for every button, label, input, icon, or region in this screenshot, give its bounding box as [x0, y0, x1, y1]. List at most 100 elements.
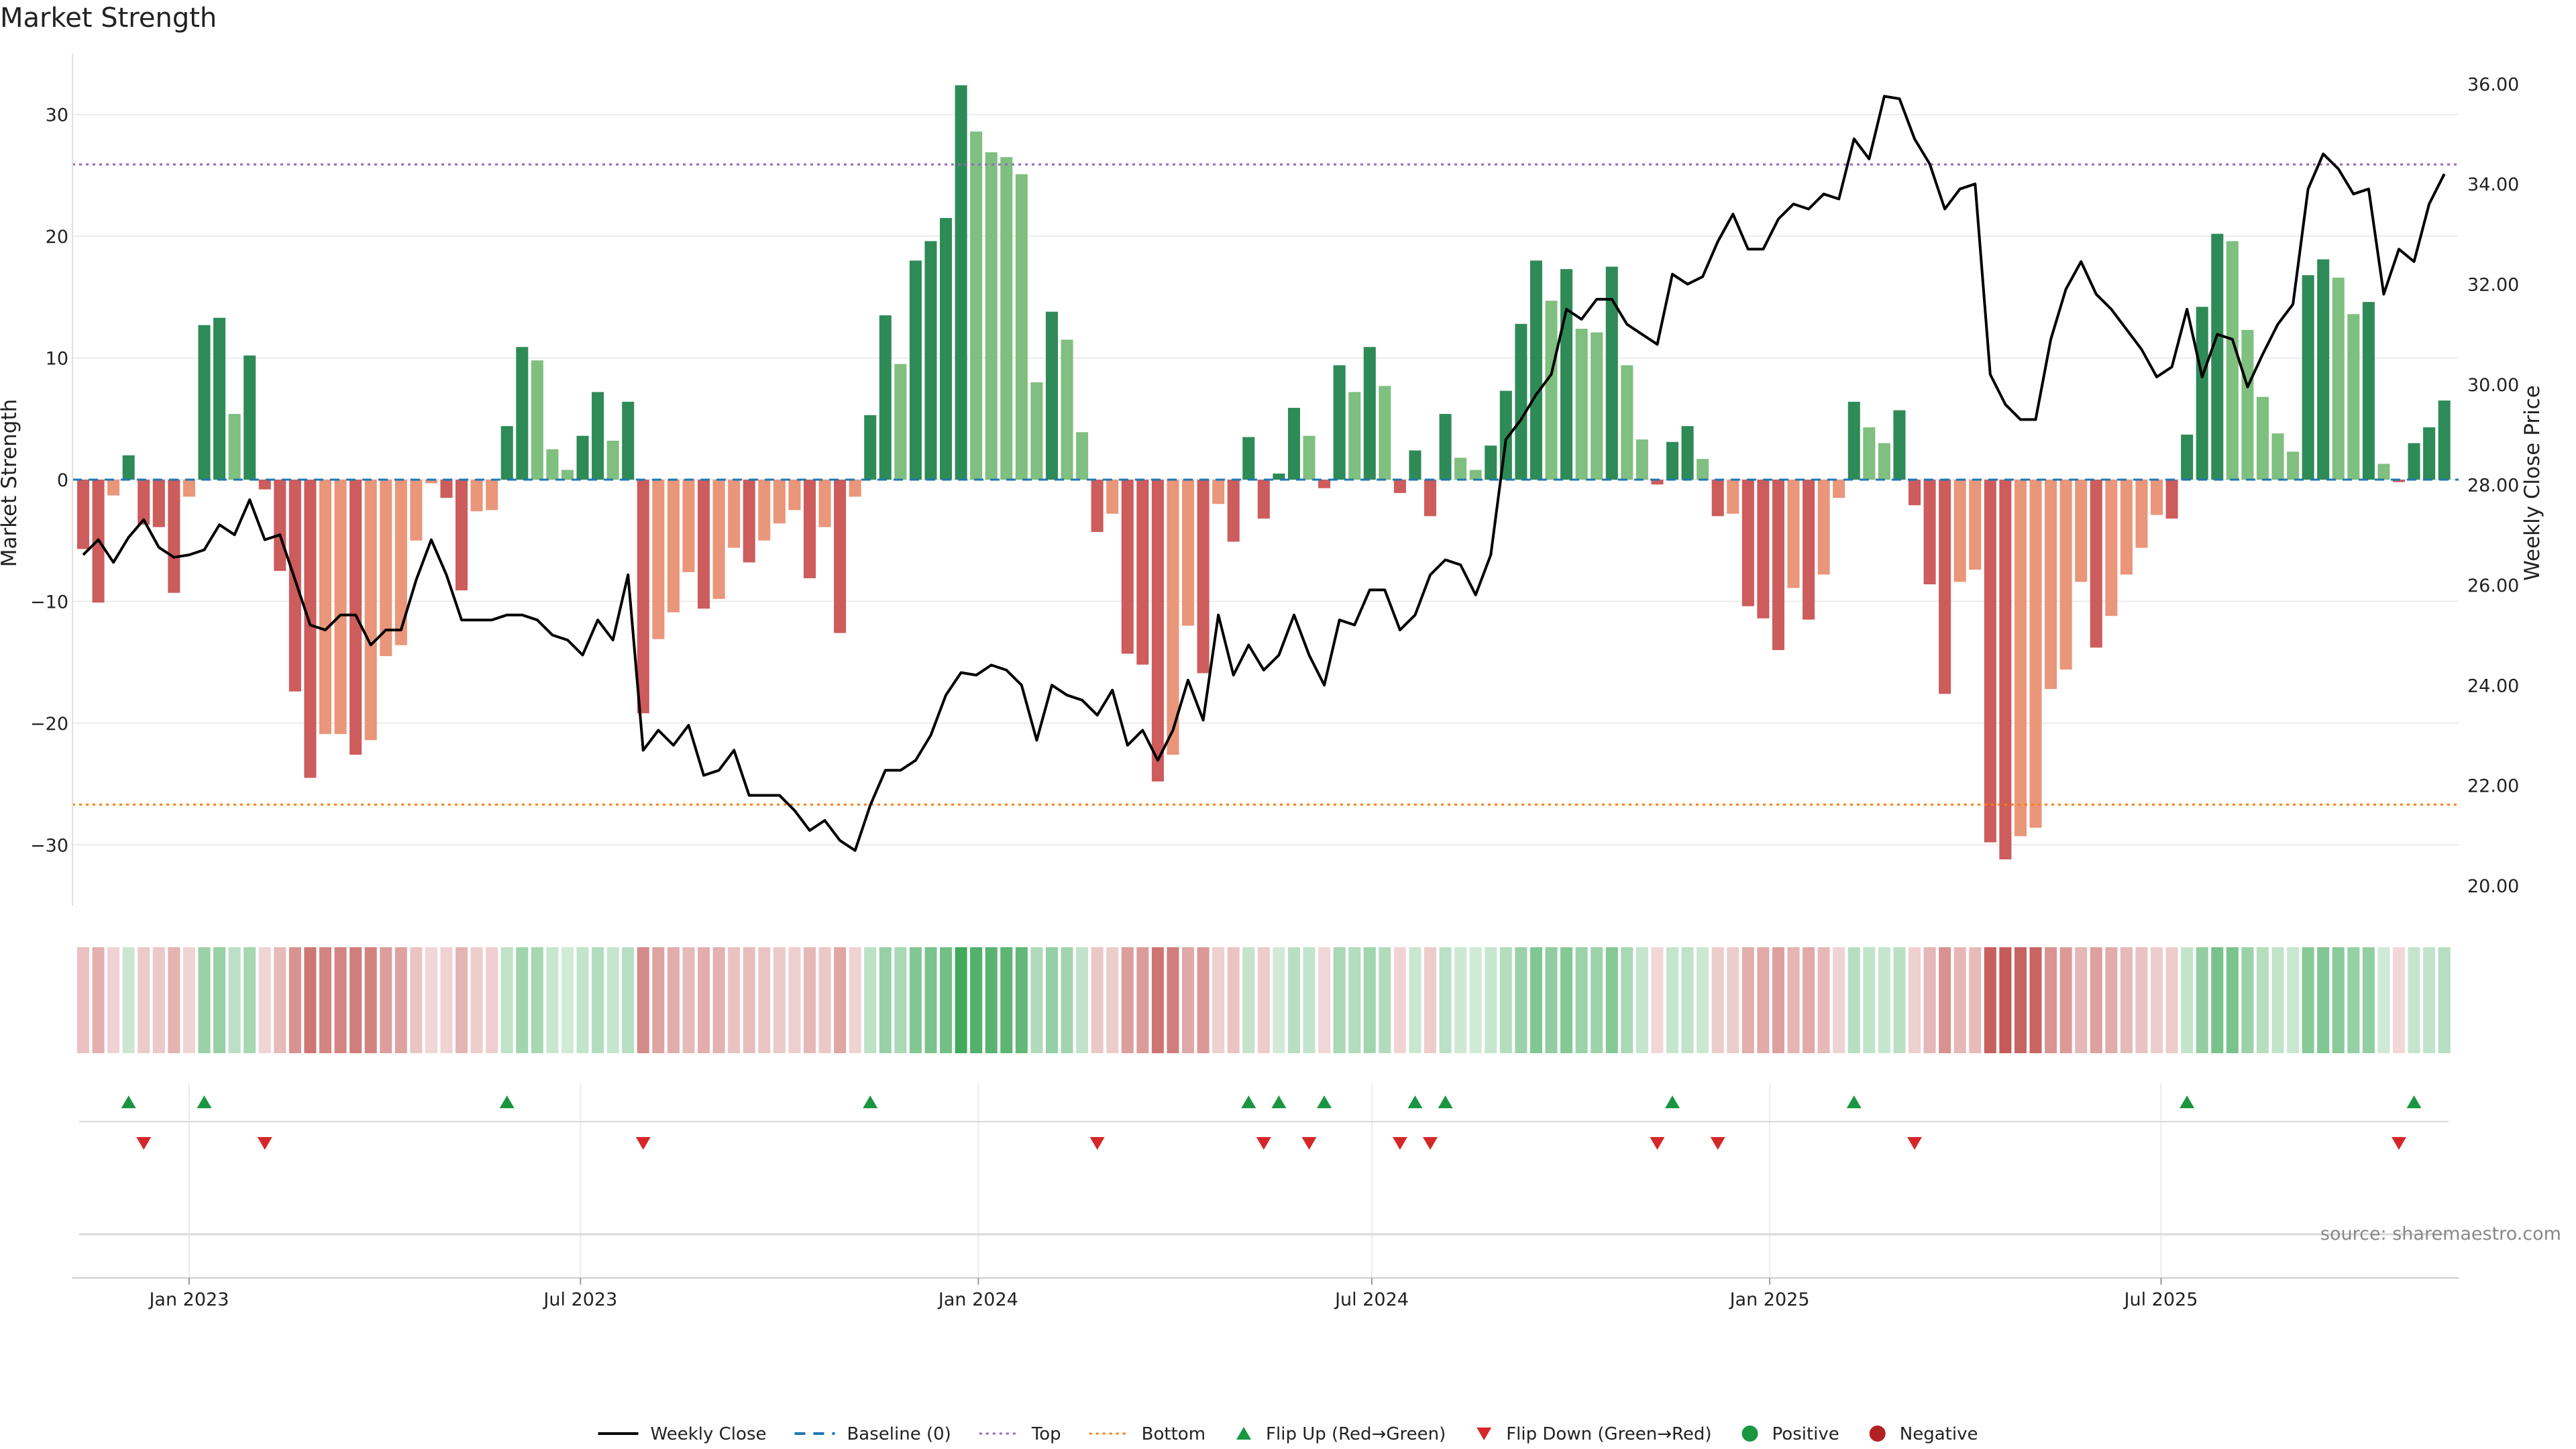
strength-bar: [2045, 480, 2057, 690]
strength-bar: [1273, 473, 1285, 480]
flip-down-marker: [1392, 1137, 1407, 1150]
y2-tick-label: 26.00: [2467, 576, 2519, 596]
strength-bar: [2408, 443, 2420, 480]
heat-cell: [1953, 947, 1966, 1053]
strength-bar: [168, 480, 180, 593]
strength-bar: [864, 415, 877, 480]
heat-cell: [1318, 947, 1331, 1053]
heat-cell: [592, 947, 604, 1053]
heat-cell: [152, 947, 165, 1053]
strength-bar: [288, 480, 301, 692]
heat-cell: [1212, 947, 1225, 1053]
strength-bar: [1651, 480, 1664, 485]
heat-cell: [2332, 947, 2345, 1053]
y-axis-label: Market Strength: [0, 399, 21, 568]
strength-bar: [1439, 414, 1452, 480]
strength-bar: [622, 401, 635, 480]
weekly-close-line: [82, 95, 2446, 852]
strength-bar: [682, 480, 695, 572]
strength-bar: [2135, 480, 2148, 548]
legend-swatch: [1236, 1427, 1252, 1440]
strength-bar: [2090, 480, 2102, 648]
strength-bar: [1727, 480, 1739, 514]
heat-cell: [834, 947, 847, 1053]
heat-cell: [1893, 947, 1906, 1053]
flip-up-marker: [2406, 1095, 2422, 1108]
heat-cell: [350, 947, 362, 1053]
strength-bar: [2211, 233, 2224, 480]
reference-lines: [72, 163, 2459, 806]
strength-bar: [258, 480, 271, 490]
heat-cell: [138, 947, 150, 1053]
strength-bar: [516, 347, 529, 480]
heat-cell: [2105, 947, 2118, 1053]
x-tick-label: Jan 2023: [148, 1289, 229, 1310]
legend-item: Bottom: [1089, 1424, 1205, 1444]
strength-bar: [2105, 480, 2118, 616]
legend-label: Flip Down (Green→Red): [1506, 1424, 1711, 1444]
heat-cell: [2271, 947, 2284, 1053]
heat-cell: [1439, 947, 1452, 1053]
strength-bar: [698, 480, 710, 609]
strength-bar: [1833, 480, 1845, 498]
heat-cell: [1817, 947, 1830, 1053]
heat-cell: [364, 947, 377, 1053]
heat-cell: [107, 947, 120, 1053]
heat-cell: [486, 947, 498, 1053]
legend-label: Weekly Close: [651, 1424, 767, 1444]
strength-bar: [2362, 302, 2375, 480]
heat-cell: [1379, 947, 1391, 1053]
strength-bar: [486, 480, 498, 511]
strength-bar: [1923, 480, 1936, 585]
y-tick-label: −20: [30, 714, 68, 735]
strength-bar: [410, 480, 423, 541]
strength-bar: [955, 85, 967, 480]
heat-cell: [1091, 947, 1104, 1053]
heat-cell: [2150, 947, 2163, 1053]
heat-cell: [970, 947, 983, 1053]
heat-cell: [2226, 947, 2239, 1053]
strength-bar: [849, 480, 861, 497]
heat-cell: [228, 947, 241, 1053]
strength-bar: [758, 480, 771, 541]
strength-bar: [667, 480, 680, 612]
heat-cell: [258, 947, 271, 1053]
flip-up-marker: [1665, 1095, 1680, 1108]
heat-cell: [849, 947, 861, 1053]
strength-bar: [2377, 464, 2390, 480]
flip-down-marker: [1423, 1137, 1438, 1150]
heat-cell: [1015, 947, 1028, 1053]
strength-bar: [561, 470, 574, 480]
strength-bar: [546, 449, 559, 480]
strength-bar: [2181, 434, 2194, 480]
strength-bar: [909, 260, 922, 480]
flip-down-marker: [1256, 1137, 1271, 1150]
strength-bar: [1121, 480, 1134, 654]
heat-cell: [1167, 947, 1179, 1053]
legend-item: Baseline (0): [794, 1424, 951, 1444]
flip-markers: [79, 1095, 2449, 1236]
strength-bar: [334, 480, 347, 735]
strength-bar: [440, 480, 453, 498]
flip-down-marker: [1710, 1137, 1725, 1150]
strength-bar: [1287, 407, 1300, 480]
flip-up-marker: [499, 1095, 515, 1108]
strength-bar: [138, 480, 150, 525]
flip-up-marker: [197, 1095, 212, 1108]
strength-bar: [425, 480, 437, 484]
heat-cell: [1076, 947, 1089, 1053]
strength-bar: [1151, 480, 1164, 782]
strength-bar: [1076, 432, 1089, 480]
strength-bar: [1863, 427, 1876, 480]
heat-cell: [2014, 947, 2027, 1053]
strength-bar: [1772, 480, 1784, 650]
strength-bar: [304, 480, 317, 778]
x-tick-label: Jul 2024: [1334, 1289, 1409, 1310]
y-tick-label: 0: [57, 470, 68, 491]
legend-swatch: [1477, 1428, 1492, 1440]
heat-cell: [2256, 947, 2269, 1053]
strength-bar: [1621, 365, 1633, 480]
heat-cell: [470, 947, 483, 1053]
heat-cell: [788, 947, 801, 1053]
strength-bar: [924, 241, 937, 480]
